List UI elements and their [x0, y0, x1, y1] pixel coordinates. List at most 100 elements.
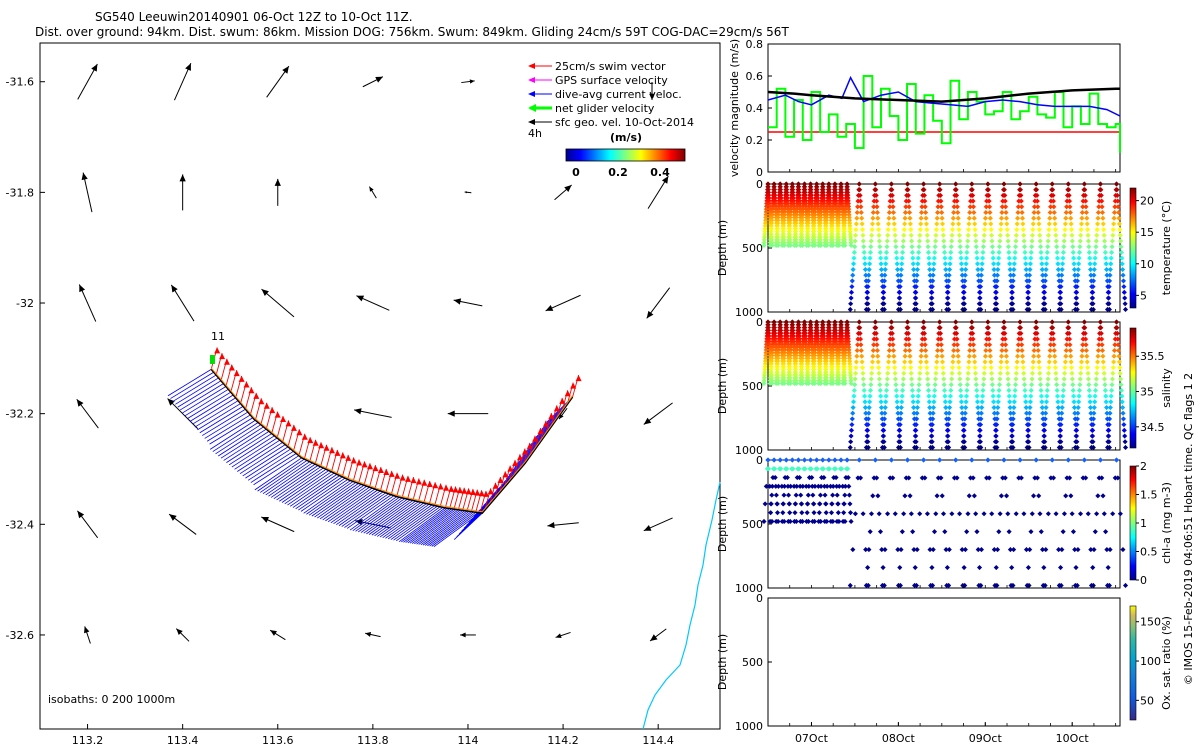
profile-point — [1116, 209, 1122, 216]
profile-point — [912, 582, 918, 588]
profile-point — [873, 325, 879, 331]
profile-point — [828, 237, 834, 243]
profile-point — [985, 319, 991, 325]
profile-point — [1081, 457, 1087, 463]
profile-point — [1102, 382, 1108, 388]
profile-point — [947, 393, 953, 399]
geo-vector-arrow — [81, 172, 93, 213]
swim-vector-head — [426, 480, 433, 487]
profile-point — [932, 387, 938, 393]
profile-point — [989, 238, 995, 244]
colorbar-tick: 0.4 — [650, 166, 670, 179]
profile-point — [1067, 475, 1073, 481]
profile-point — [1102, 244, 1108, 250]
profile-point — [1004, 365, 1010, 371]
profile-point — [954, 204, 960, 210]
profile-point — [1036, 215, 1042, 221]
profile-point — [1109, 376, 1115, 382]
profile-point — [786, 372, 792, 378]
profile-point — [931, 393, 937, 399]
profile-point — [966, 353, 972, 359]
profile-point — [869, 227, 875, 233]
profile-point — [1074, 422, 1080, 428]
profile-point — [1091, 547, 1097, 553]
profile-point — [978, 272, 984, 278]
profile-point — [828, 510, 835, 516]
profile-point — [1036, 227, 1042, 233]
profile-point — [857, 187, 863, 193]
profile-point — [1044, 393, 1050, 399]
profile-point — [880, 295, 886, 301]
profile-point — [888, 319, 894, 325]
profile-point — [966, 493, 972, 499]
profile-point — [1075, 272, 1081, 278]
profile-point — [934, 221, 940, 227]
profile-point — [999, 204, 1005, 210]
profile-point — [1079, 353, 1085, 359]
profile-point — [1013, 376, 1019, 382]
profile-point — [1072, 306, 1078, 312]
profile-point — [774, 510, 781, 516]
profile-point — [846, 492, 852, 498]
profile-point — [1095, 209, 1101, 216]
profile-point — [769, 214, 775, 221]
profile-point — [1029, 232, 1035, 238]
swim-vector-head — [502, 471, 509, 478]
y-tick-label: 1000 — [735, 444, 763, 457]
profile-point — [1051, 209, 1057, 216]
profile-point — [787, 352, 793, 359]
profile-point — [830, 483, 836, 489]
profile-point — [1066, 192, 1072, 198]
profile-point — [902, 215, 908, 221]
profile-point — [1118, 249, 1124, 255]
profile-point — [1076, 387, 1083, 393]
profile-point — [875, 221, 881, 227]
current-vector — [322, 486, 370, 521]
current-vector — [368, 500, 416, 535]
profile-point — [895, 410, 901, 416]
profile-point — [1073, 295, 1079, 301]
profile-point — [865, 278, 871, 284]
profile-point — [953, 319, 959, 325]
profile-point — [798, 378, 804, 384]
profile-point — [835, 361, 841, 367]
swim-vector-head — [399, 474, 406, 481]
profile-point — [930, 272, 936, 278]
profile-point — [908, 232, 914, 238]
profile-point — [850, 272, 856, 278]
velocity-series-line — [767, 87, 1120, 103]
profile-point — [916, 387, 922, 393]
profile-point — [887, 342, 893, 348]
arrow-head — [282, 66, 289, 74]
profile-point — [1060, 387, 1066, 393]
arrow-head — [369, 186, 374, 192]
profile-point — [805, 492, 811, 498]
colorbar-tick-label: 2 — [1140, 460, 1147, 473]
legend-swatch-head — [528, 77, 535, 83]
profile-point — [932, 244, 938, 250]
swim-vector-head — [564, 390, 571, 397]
start-label: 11 — [211, 330, 225, 343]
profile-point — [925, 387, 932, 393]
profile-point — [877, 529, 884, 535]
profile-point — [829, 501, 835, 507]
swim-vector-head — [432, 482, 439, 489]
profile-point — [1088, 547, 1094, 553]
profile-point — [1053, 232, 1059, 238]
profile-point — [1041, 433, 1047, 439]
profile-point — [1070, 382, 1076, 388]
profile-point — [762, 369, 768, 375]
swim-vector-head — [465, 488, 472, 495]
profile-point — [951, 204, 957, 210]
profile-point — [1081, 181, 1087, 187]
profile-point — [974, 529, 980, 535]
profile-point — [1032, 475, 1038, 481]
profile-point — [1089, 433, 1095, 439]
profile-point — [908, 370, 914, 376]
profile-point — [761, 380, 767, 386]
profile-point — [828, 380, 834, 386]
profile-point — [958, 393, 964, 399]
profile-point — [808, 457, 814, 463]
legend-label: 25cm/s swim vector — [555, 60, 666, 73]
profile-point — [1119, 255, 1125, 261]
